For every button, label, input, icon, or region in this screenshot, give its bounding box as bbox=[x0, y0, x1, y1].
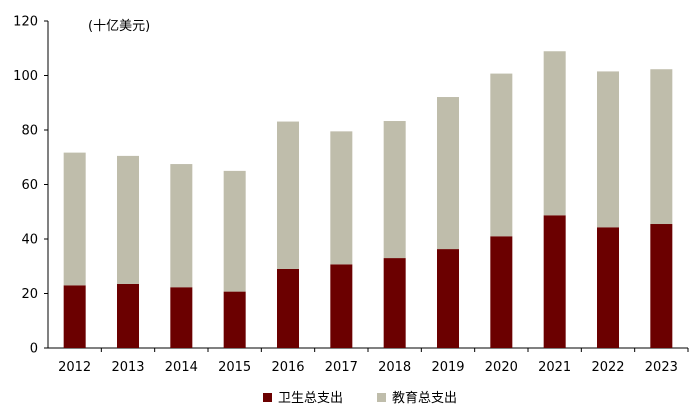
legend: 卫生总支出 教育总支出 bbox=[263, 390, 457, 406]
bar-education-2014 bbox=[170, 164, 193, 288]
x-tick-label: 2019 bbox=[431, 360, 464, 375]
y-tick-label: 20 bbox=[21, 287, 38, 302]
bar-health-2016 bbox=[277, 268, 299, 348]
y-tick-label: 80 bbox=[21, 124, 38, 139]
x-tick-label: 2014 bbox=[165, 360, 198, 375]
y-tick-label: 60 bbox=[21, 178, 38, 193]
y-tick-label: 40 bbox=[21, 233, 38, 248]
bar-education-2021 bbox=[543, 51, 566, 216]
x-tick-label: 2012 bbox=[58, 360, 91, 375]
ticks-layer: 0 20 40 60 80 100 120 2012 2013 2014 2015 2016 2017 2… bbox=[13, 15, 689, 375]
x-tick-label: 2017 bbox=[325, 360, 358, 375]
bar-education-2022 bbox=[597, 71, 619, 228]
y-tick-label: 0 bbox=[30, 342, 38, 357]
bar-health-2023 bbox=[650, 224, 673, 348]
legend-label-education: 教育总支出 bbox=[392, 390, 457, 406]
legend-swatch-education bbox=[377, 393, 386, 402]
bar-education-2019 bbox=[437, 97, 459, 250]
bar-health-2015 bbox=[223, 291, 246, 348]
x-tick-label: 2018 bbox=[378, 360, 411, 375]
bar-health-2012 bbox=[63, 285, 86, 348]
x-tick-label: 2013 bbox=[111, 360, 144, 375]
legend-swatch-health bbox=[263, 393, 272, 402]
bar-education-2023 bbox=[650, 69, 673, 225]
bar-health-2020 bbox=[490, 236, 513, 348]
bar-education-2016 bbox=[277, 121, 299, 269]
y-tick-label: 100 bbox=[13, 69, 38, 84]
y-tick-label: 120 bbox=[13, 15, 38, 30]
bar-education-2020 bbox=[490, 73, 513, 237]
bar-education-2013 bbox=[117, 155, 139, 284]
bars-layer bbox=[63, 51, 673, 348]
x-tick-label: 2020 bbox=[485, 360, 518, 375]
bar-health-2013 bbox=[117, 283, 139, 348]
x-tick-label: 2015 bbox=[218, 360, 251, 375]
x-tick-label: 2022 bbox=[591, 360, 624, 375]
bar-health-2018 bbox=[383, 258, 406, 348]
bar-education-2012 bbox=[63, 152, 86, 286]
bar-health-2022 bbox=[597, 227, 619, 348]
x-tick-label: 2021 bbox=[538, 360, 571, 375]
bar-education-2015 bbox=[223, 170, 246, 292]
bar-health-2017 bbox=[330, 264, 353, 348]
axes-layer bbox=[47, 21, 688, 349]
bar-education-2017 bbox=[330, 131, 353, 265]
bar-health-2021 bbox=[543, 215, 566, 348]
unit-label: (十亿美元) bbox=[88, 19, 150, 34]
x-tick-label: 2016 bbox=[271, 360, 304, 375]
bar-health-2014 bbox=[170, 287, 193, 348]
x-tick-label: 2023 bbox=[645, 360, 678, 375]
bar-health-2019 bbox=[437, 249, 459, 348]
legend-label-health: 卫生总支出 bbox=[278, 391, 343, 406]
bar-education-2018 bbox=[383, 121, 406, 259]
